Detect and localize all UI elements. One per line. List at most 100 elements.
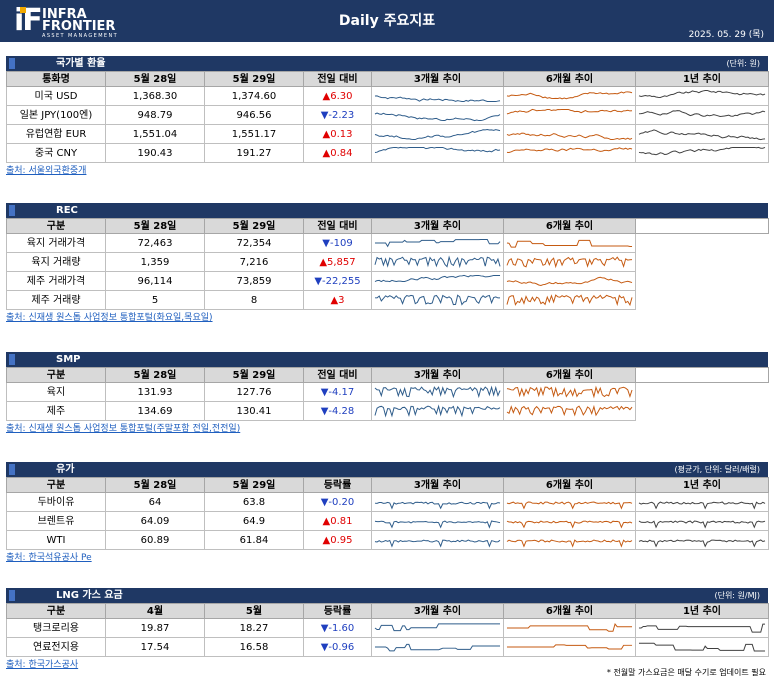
section-0: 국가별 환율 (단위: 원) 통화명 5월 28일 5월 29일 전일 대비 3개월 추이 6… [6,56,769,177]
row-name: 탱크로리용 [6,618,106,638]
column-header: 5월 29일 [204,218,304,234]
row-name: 제주 거래가격 [6,271,106,291]
trend-line-chart [374,239,501,248]
trend-line-chart [506,132,633,141]
column-header: 전일 대비 [303,367,372,383]
change-value: ▲0.81 [303,511,372,531]
sparkline-6m [503,143,636,163]
sparkline-3m [371,86,504,106]
change-value: ▲3 [303,290,372,310]
source-link[interactable]: 출처: 한국가스공사 [6,660,79,670]
section-3: 유가 (평균가, 단위: 달러/배럴) 구분 5월 28일 5월 29일 등락률 3개월 추… [6,462,769,564]
value-curr: 18.27 [204,618,304,638]
column-header: 5월 28일 [105,477,205,493]
table-row: 제주 거래량 5 8 ▲3 [6,290,769,310]
sparkline-6m [503,637,636,657]
trend-line-chart [374,274,501,283]
section-2: SMP 구분 5월 28일 5월 29일 전일 대비 3개월 추이 6개월 추이 육지 131.… [6,352,769,435]
trend-line [374,385,501,399]
column-header: 전일 대비 [303,71,372,87]
logo-subtitle: ASSET MANAGEMENT [42,33,119,39]
trend-line-chart [506,385,633,399]
trend-line [506,294,633,307]
value-curr: 73,859 [204,271,304,291]
value-curr: 7,216 [204,252,304,272]
sparkline-1y [635,86,769,106]
section-marker [9,354,15,365]
value-curr: 130.41 [204,401,304,421]
trend-line [638,623,766,633]
table-row: 연료전지용 17.54 16.58 ▼-0.96 [6,637,769,657]
trend-line-chart [638,520,766,529]
column-header: 5월 28일 [105,71,205,87]
section-title: REC [56,205,78,216]
sparkline-1y [635,530,769,550]
trend-line-chart [374,539,501,548]
column-header: 3개월 추이 [371,603,504,619]
table-row: WTI 60.89 61.84 ▲0.95 [6,530,769,550]
sparkline-6m [503,618,636,638]
trend-line [374,520,501,529]
trend-line [506,91,633,100]
column-header [635,218,769,234]
sparkline-3m [371,492,504,512]
value-curr: 8 [204,290,304,310]
trend-line [638,146,766,156]
trend-line [374,294,501,306]
trend-line-chart [506,239,633,248]
sparkline-3m [371,233,504,253]
section-title: LNG 가스 요금 [56,590,123,601]
table-row: 탱크로리용 19.87 18.27 ▼-1.60 [6,618,769,638]
source-link[interactable]: 출처: 신재생 원스톱 사업정보 통합포털(화요일,목요일) [6,313,213,323]
row-name: 일본 JPY(100엔) [6,105,106,125]
source-link[interactable]: 출처: 서울외국환중개 [6,166,87,176]
trend-line-chart [638,642,766,652]
trend-line-chart [374,255,501,269]
column-header: 6개월 추이 [503,477,636,493]
trend-line [506,404,633,417]
value-curr: 1,374.60 [204,86,304,106]
value-prev: 60.89 [105,530,205,550]
sparkline-6m [503,492,636,512]
change-value: ▲0.13 [303,124,372,144]
trend-line-chart [638,501,766,510]
trend-line [638,501,766,510]
indicator-table: 구분 5월 28일 5월 29일 전일 대비 3개월 추이 6개월 추이 육지 거래가격 72… [6,218,769,310]
change-value: ▲0.84 [303,143,372,163]
value-prev: 64.09 [105,511,205,531]
value-prev: 1,359 [105,252,205,272]
sparkline-1y [636,253,769,272]
table-row: 유럽연합 EUR 1,551.04 1,551.17 ▲0.13 [6,124,769,144]
source-link[interactable]: 출처: 신재생 원스톱 사업정보 통합포털(주말포함 전일,전전일) [6,424,241,434]
trend-line-chart [638,129,766,141]
value-curr: 16.58 [204,637,304,657]
sparkline-6m [503,401,636,421]
trend-line-chart [374,404,501,418]
trend-line [638,89,766,98]
source-link[interactable]: 출처: 한국석유공사 Pe [6,553,92,563]
sparkline-6m [503,511,636,531]
indicator-table: 구분 5월 28일 5월 29일 등락률 3개월 추이 6개월 추이 1년 추이 두바이유 64… [6,477,769,550]
company-logo: iF INFRA FRONTIER ASSET MANAGEMENT [14,3,164,40]
sparkline-1y [635,618,769,638]
column-header: 3개월 추이 [371,218,504,234]
sparkline-6m [503,290,636,310]
trend-line [374,643,501,652]
column-header [635,367,769,383]
trend-line-chart [506,256,633,269]
section-header: REC [6,203,768,218]
sparkline-1y [636,402,769,421]
trend-line [638,520,766,529]
trend-line-chart [638,110,766,117]
trend-line [506,622,633,632]
column-header: 5월 29일 [204,71,304,87]
table-row: 두바이유 64 63.8 ▼-0.20 [6,492,769,512]
value-curr: 64.9 [204,511,304,531]
change-value: ▼-4.28 [303,401,372,421]
section-marker [9,464,15,475]
table-row: 일본 JPY(100엔) 948.79 946.56 ▼-2.23 [6,105,769,125]
trend-line [374,501,501,510]
section-unit: (단위: 원/MJ) [714,591,760,600]
logo-mark: iF [14,3,43,38]
trend-line-chart [374,95,501,103]
